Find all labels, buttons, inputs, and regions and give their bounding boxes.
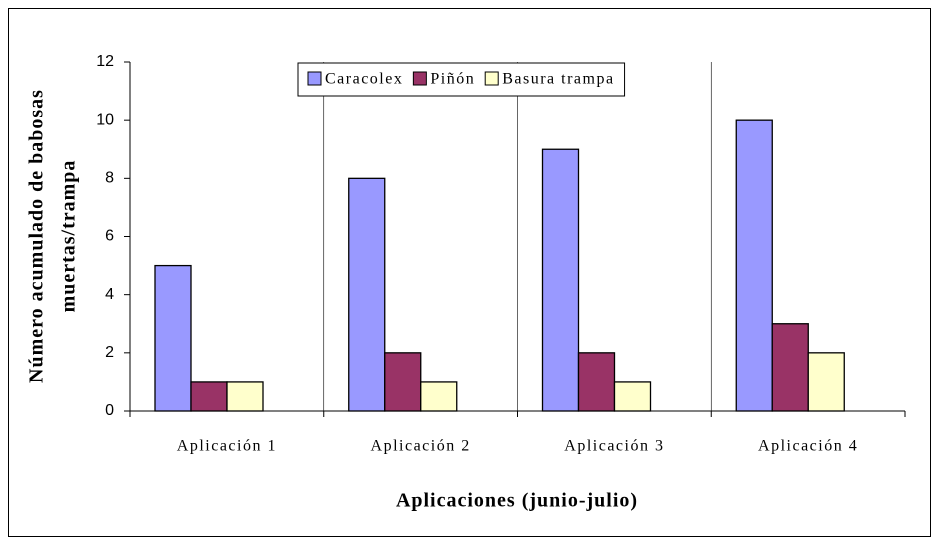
y-tick-label: 2 bbox=[105, 344, 114, 361]
legend-swatch bbox=[307, 71, 322, 86]
legend bbox=[297, 62, 626, 97]
y-tick-label: 4 bbox=[105, 286, 114, 303]
legend-swatch bbox=[412, 71, 427, 86]
legend-label: Piñón bbox=[430, 71, 475, 88]
bar bbox=[190, 381, 228, 412]
bar bbox=[154, 264, 192, 412]
y-tick-label: 8 bbox=[105, 170, 114, 187]
y-tick-label: 10 bbox=[96, 111, 114, 128]
legend-label: Caracolex bbox=[325, 71, 403, 88]
legend-swatch bbox=[484, 71, 499, 86]
bar bbox=[613, 381, 652, 412]
bar bbox=[226, 381, 264, 412]
x-tick-label: Aplicación 3 bbox=[564, 438, 664, 455]
y-axis-title: Número acumulado de babosas bbox=[26, 89, 48, 383]
y-tick-label: 6 bbox=[105, 228, 114, 245]
y-axis-title: muertas/trampa bbox=[58, 160, 80, 313]
x-tick-label: Aplicación 1 bbox=[177, 438, 277, 455]
bar bbox=[384, 352, 422, 412]
y-tick-label: 0 bbox=[105, 402, 114, 419]
x-tick-label: Aplicación 2 bbox=[371, 438, 471, 455]
bar bbox=[771, 323, 809, 412]
bar bbox=[348, 177, 386, 412]
x-tick-label: Aplicación 4 bbox=[758, 438, 858, 455]
y-tick-label: 12 bbox=[96, 53, 114, 70]
legend-label: Basura trampa bbox=[502, 71, 614, 88]
bar bbox=[420, 381, 458, 412]
bar bbox=[735, 119, 773, 412]
x-axis-title: Aplicaciones (junio-julio) bbox=[396, 490, 638, 512]
bar bbox=[577, 352, 616, 412]
bar bbox=[807, 352, 845, 412]
bar bbox=[541, 148, 580, 412]
